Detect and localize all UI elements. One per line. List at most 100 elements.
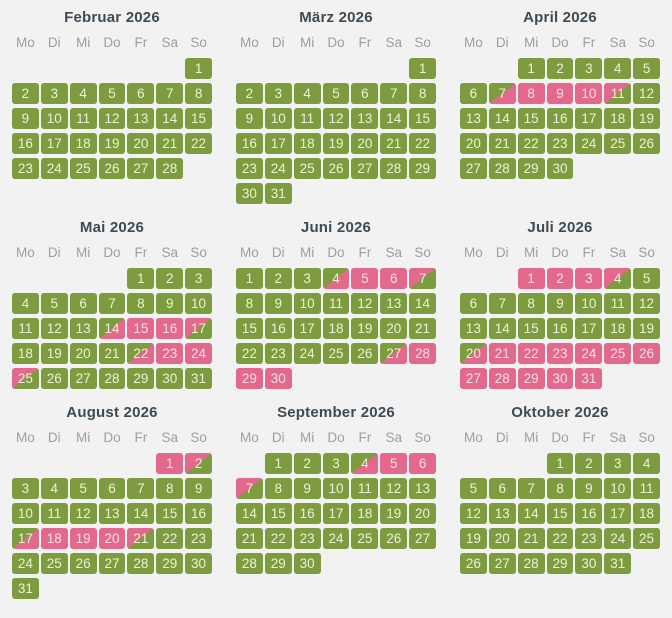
day-cell-booked[interactable]: 26 <box>633 343 660 364</box>
day-cell-checkout[interactable]: 11 <box>604 83 632 104</box>
day-cell-available[interactable]: 29 <box>156 553 184 574</box>
day-cell-available[interactable]: 6 <box>98 478 126 499</box>
day-cell-available[interactable]: 12 <box>69 503 97 524</box>
day-cell-available[interactable]: 16 <box>12 133 39 154</box>
day-cell-available[interactable]: 11 <box>604 293 632 314</box>
day-cell-available[interactable]: 9 <box>293 478 321 499</box>
day-cell-available[interactable]: 2 <box>546 58 574 79</box>
day-cell-available[interactable]: 31 <box>12 578 39 599</box>
day-cell-available[interactable]: 3 <box>293 268 321 289</box>
day-cell-available[interactable]: 5 <box>633 268 660 289</box>
day-cell-available[interactable]: 8 <box>409 83 436 104</box>
day-cell-available[interactable]: 25 <box>604 133 632 154</box>
day-cell-available[interactable]: 25 <box>40 553 68 574</box>
day-cell-available[interactable]: 24 <box>575 133 603 154</box>
day-cell-available[interactable]: 15 <box>517 318 545 339</box>
day-cell-available[interactable]: 2 <box>156 268 184 289</box>
day-cell-available[interactable]: 24 <box>40 158 68 179</box>
day-cell-available[interactable]: 1 <box>127 268 155 289</box>
day-cell-available[interactable]: 20 <box>380 318 408 339</box>
day-cell-available[interactable]: 6 <box>351 83 379 104</box>
day-cell-available[interactable]: 28 <box>98 368 126 389</box>
day-cell-available[interactable]: 19 <box>633 318 660 339</box>
day-cell-available[interactable]: 8 <box>127 293 155 314</box>
day-cell-available[interactable]: 24 <box>293 343 321 364</box>
day-cell-available[interactable]: 21 <box>517 528 545 549</box>
day-cell-available[interactable]: 23 <box>264 343 292 364</box>
day-cell-available[interactable]: 10 <box>40 108 68 129</box>
day-cell-available[interactable]: 2 <box>575 453 603 474</box>
day-cell-booked[interactable]: 18 <box>40 528 68 549</box>
day-cell-available[interactable]: 25 <box>633 528 660 549</box>
day-cell-available[interactable]: 2 <box>236 83 263 104</box>
day-cell-available[interactable]: 30 <box>185 553 212 574</box>
day-cell-available[interactable]: 8 <box>185 83 212 104</box>
day-cell-available[interactable]: 14 <box>517 503 545 524</box>
day-cell-available[interactable]: 9 <box>264 293 292 314</box>
day-cell-booked[interactable]: 15 <box>127 318 155 339</box>
day-cell-available[interactable]: 1 <box>236 268 263 289</box>
day-cell-available[interactable]: 6 <box>488 478 516 499</box>
day-cell-available[interactable]: 20 <box>460 133 487 154</box>
day-cell-available[interactable]: 5 <box>40 293 68 314</box>
day-cell-available[interactable]: 12 <box>380 478 408 499</box>
day-cell-available[interactable]: 7 <box>127 478 155 499</box>
day-cell-available[interactable]: 5 <box>98 83 126 104</box>
day-cell-available[interactable]: 22 <box>156 528 184 549</box>
day-cell-available[interactable]: 27 <box>460 158 487 179</box>
day-cell-booked[interactable]: 24 <box>575 343 603 364</box>
day-cell-available[interactable]: 9 <box>236 108 263 129</box>
day-cell-available[interactable]: 26 <box>322 158 350 179</box>
day-cell-available[interactable]: 14 <box>488 108 516 129</box>
day-cell-booked[interactable]: 27 <box>460 368 487 389</box>
day-cell-available[interactable]: 14 <box>236 503 263 524</box>
day-cell-available[interactable]: 14 <box>409 293 436 314</box>
day-cell-available[interactable]: 22 <box>517 133 545 154</box>
day-cell-available[interactable]: 25 <box>322 343 350 364</box>
day-cell-available[interactable]: 21 <box>236 528 263 549</box>
day-cell-available[interactable]: 20 <box>488 528 516 549</box>
day-cell-checkin[interactable]: 4 <box>322 268 350 289</box>
day-cell-available[interactable]: 19 <box>380 503 408 524</box>
day-cell-available[interactable]: 17 <box>293 318 321 339</box>
day-cell-available[interactable]: 2 <box>293 453 321 474</box>
day-cell-checkout[interactable]: 25 <box>12 368 39 389</box>
day-cell-available[interactable]: 13 <box>98 503 126 524</box>
day-cell-booked[interactable]: 31 <box>575 368 603 389</box>
day-cell-checkin[interactable]: 14 <box>98 318 126 339</box>
day-cell-available[interactable]: 18 <box>12 343 39 364</box>
day-cell-available[interactable]: 12 <box>460 503 487 524</box>
day-cell-available[interactable]: 21 <box>156 133 184 154</box>
day-cell-available[interactable]: 7 <box>156 83 184 104</box>
day-cell-available[interactable]: 18 <box>322 318 350 339</box>
day-cell-available[interactable]: 23 <box>293 528 321 549</box>
day-cell-available[interactable]: 26 <box>460 553 487 574</box>
day-cell-booked[interactable]: 24 <box>185 343 212 364</box>
day-cell-available[interactable]: 11 <box>351 478 379 499</box>
day-cell-available[interactable]: 1 <box>409 58 436 79</box>
day-cell-booked[interactable]: 30 <box>264 368 292 389</box>
day-cell-available[interactable]: 13 <box>460 108 487 129</box>
day-cell-available[interactable]: 28 <box>517 553 545 574</box>
day-cell-available[interactable]: 7 <box>517 478 545 499</box>
day-cell-available[interactable]: 7 <box>488 293 516 314</box>
day-cell-booked[interactable]: 23 <box>156 343 184 364</box>
day-cell-available[interactable]: 27 <box>351 158 379 179</box>
day-cell-available[interactable]: 3 <box>264 83 292 104</box>
day-cell-available[interactable]: 17 <box>575 108 603 129</box>
day-cell-available[interactable]: 10 <box>322 478 350 499</box>
day-cell-booked[interactable]: 20 <box>98 528 126 549</box>
day-cell-available[interactable]: 16 <box>575 503 603 524</box>
day-cell-available[interactable]: 9 <box>546 293 574 314</box>
day-cell-available[interactable]: 26 <box>351 343 379 364</box>
day-cell-available[interactable]: 23 <box>546 133 574 154</box>
day-cell-available[interactable]: 17 <box>322 503 350 524</box>
day-cell-available[interactable]: 18 <box>604 318 632 339</box>
day-cell-available[interactable]: 18 <box>69 133 97 154</box>
day-cell-available[interactable]: 4 <box>40 478 68 499</box>
day-cell-available[interactable]: 15 <box>409 108 436 129</box>
day-cell-available[interactable]: 2 <box>12 83 39 104</box>
day-cell-available[interactable]: 15 <box>264 503 292 524</box>
day-cell-booked[interactable]: 10 <box>575 83 603 104</box>
day-cell-checkin[interactable]: 4 <box>351 453 379 474</box>
